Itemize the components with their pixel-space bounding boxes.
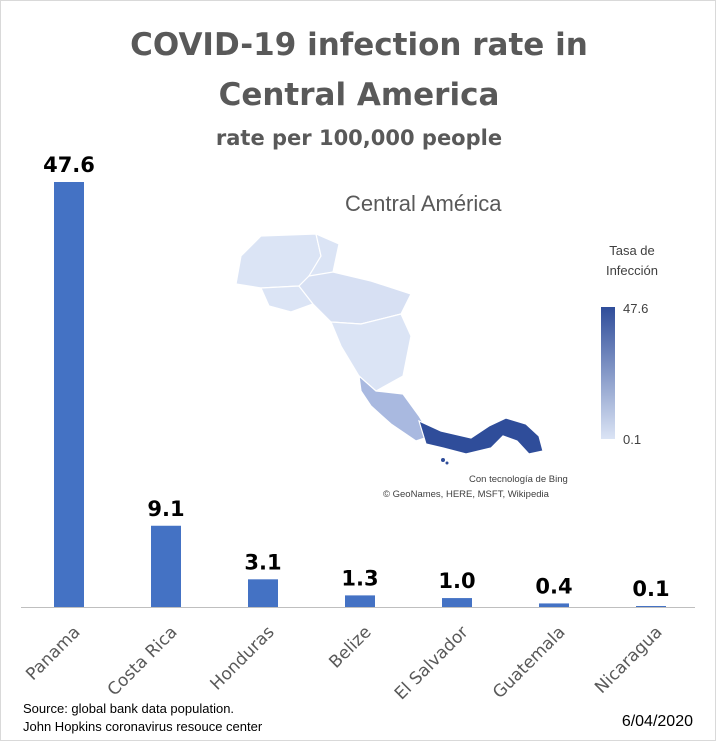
category-label-nicaragua: Nicaragua [591, 622, 666, 697]
map-title: Central América [345, 191, 502, 216]
chart-title-line-1: COVID-19 infection rate in [130, 27, 588, 63]
data-label-honduras: 3.1 [244, 550, 281, 574]
map-legend-title-line-1: Tasa de [609, 243, 655, 258]
bar-el-salvador [442, 598, 472, 607]
data-label-nicaragua: 0.1 [632, 577, 669, 601]
category-label-honduras: Honduras [207, 622, 279, 694]
data-label-guatemala: 0.4 [535, 574, 572, 598]
map-credit-bing: Con tecnología de Bing [469, 474, 568, 485]
map-legend-max-label: 47.6 [623, 301, 649, 316]
chart-subtitle: rate per 100,000 people [215, 126, 503, 150]
bar-panama [54, 182, 84, 607]
bar-belize [345, 595, 375, 607]
category-label-belize: Belize [325, 622, 375, 672]
category-label-panama: Panama [22, 622, 84, 684]
category-label-costa-rica: Costa Rica [104, 622, 182, 700]
chart-title-line-2: Central America [218, 77, 500, 113]
map-region-panama [418, 417, 544, 455]
category-label-el-salvador: El Salvador [391, 622, 473, 704]
map-region-nicaragua [330, 313, 412, 392]
central-america-map [235, 232, 544, 465]
map-region-costa-rica [358, 374, 432, 442]
source-note-line-2: John Hopkins coronavirus resouce center [23, 719, 263, 734]
map-legend-min-label: 0.1 [623, 432, 642, 447]
map-legend-color-scale [601, 307, 615, 439]
bar-nicaragua [636, 606, 666, 607]
map-credit-sources: © GeoNames, HERE, MSFT, Wikipedia [383, 489, 549, 500]
data-label-panama: 47.6 [43, 153, 95, 177]
map-legend-title-line-2: Infección [605, 263, 659, 278]
bar-costa-rica [151, 525, 181, 607]
bar-honduras [248, 579, 278, 607]
date-label: 6/04/2020 [621, 713, 693, 730]
map-region-el-salvador [260, 285, 314, 313]
bar-guatemala [539, 603, 569, 607]
data-label-el-salvador: 1.0 [438, 569, 475, 593]
category-label-guatemala: Guatemala [489, 622, 569, 702]
source-note-line-1: Source: global bank data population. [23, 701, 235, 716]
data-label-costa-rica: 9.1 [147, 497, 184, 521]
data-label-belize: 1.3 [341, 566, 378, 590]
